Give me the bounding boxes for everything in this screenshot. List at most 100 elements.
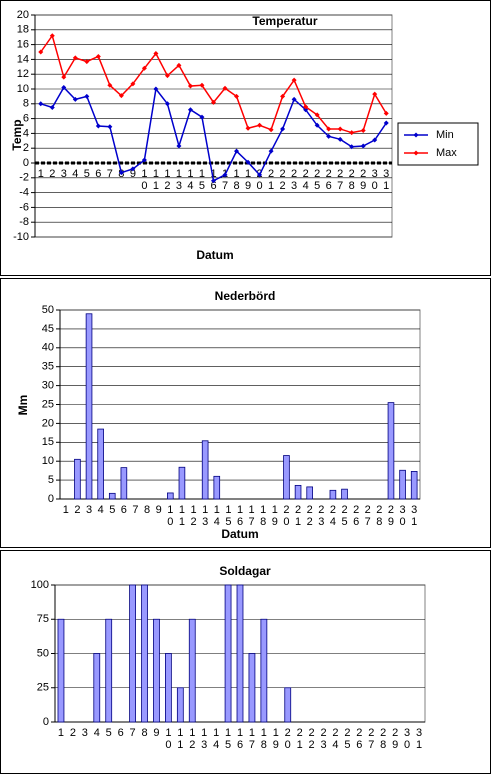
y-tick-label: 10 bbox=[17, 83, 29, 95]
y-tick-label: 50 bbox=[42, 304, 54, 316]
y-tick-label: 15 bbox=[42, 436, 54, 448]
marker bbox=[95, 123, 101, 129]
bar bbox=[165, 653, 172, 723]
bar bbox=[153, 618, 160, 723]
legend-box bbox=[397, 122, 479, 166]
marker bbox=[314, 122, 320, 128]
y-tick-label: 0 bbox=[48, 493, 54, 505]
x-tick-label: 3 bbox=[82, 727, 88, 739]
y-tick-label: 20 bbox=[17, 9, 29, 21]
marker bbox=[349, 130, 355, 136]
y-tick-label: 18 bbox=[17, 24, 29, 36]
x-tick-label: 7 bbox=[107, 168, 113, 180]
marker bbox=[257, 122, 263, 128]
bar bbox=[57, 618, 65, 723]
marker bbox=[199, 82, 205, 88]
legend-label: Min bbox=[436, 129, 454, 141]
marker bbox=[257, 172, 263, 178]
y-tick-label: -10 bbox=[13, 231, 29, 243]
x-tick-label: 5 bbox=[84, 168, 90, 180]
chart-title: Soldagar bbox=[219, 564, 271, 578]
x-tick-label: 4 bbox=[94, 727, 100, 739]
marker bbox=[141, 65, 147, 71]
x-tick-label: 6 bbox=[118, 727, 124, 739]
marker bbox=[211, 178, 216, 184]
bar bbox=[188, 618, 196, 723]
marker bbox=[130, 166, 136, 172]
bar bbox=[213, 475, 221, 500]
marker bbox=[61, 74, 67, 80]
bar bbox=[141, 584, 148, 723]
bar bbox=[224, 584, 232, 723]
bar bbox=[74, 458, 81, 500]
y-tick-label: 4 bbox=[23, 127, 29, 139]
bar bbox=[283, 455, 290, 500]
marker bbox=[49, 105, 55, 110]
marker bbox=[360, 127, 366, 133]
y-tick-label: -2 bbox=[19, 172, 29, 184]
marker bbox=[326, 126, 332, 132]
bar bbox=[260, 618, 268, 723]
bar bbox=[236, 584, 244, 723]
marker bbox=[211, 99, 216, 105]
bar bbox=[97, 428, 104, 500]
marker bbox=[268, 127, 274, 133]
x-tick-label: 7 bbox=[130, 727, 136, 739]
marker bbox=[245, 159, 251, 165]
marker bbox=[130, 81, 136, 87]
y-tick-label: 25 bbox=[37, 682, 49, 694]
marker bbox=[153, 86, 159, 92]
bar bbox=[120, 467, 128, 500]
y-tick-label: 12 bbox=[17, 68, 29, 80]
marker bbox=[118, 170, 124, 176]
bar bbox=[284, 687, 292, 723]
bar bbox=[105, 618, 113, 723]
marker bbox=[107, 82, 113, 88]
marker bbox=[349, 144, 355, 150]
plot-area bbox=[34, 14, 393, 238]
marker bbox=[84, 93, 90, 99]
marker bbox=[383, 120, 389, 126]
y-tick-label: 8 bbox=[23, 98, 29, 110]
marker bbox=[141, 157, 147, 163]
y-tick-label: 30 bbox=[42, 380, 54, 392]
bar bbox=[410, 471, 418, 500]
marker bbox=[49, 33, 55, 39]
marker bbox=[176, 62, 182, 68]
y-tick-label: 6 bbox=[23, 113, 29, 125]
x-tick-label: 3 bbox=[61, 168, 67, 180]
marker bbox=[61, 85, 67, 91]
chart-title: Nederbörd bbox=[215, 289, 276, 303]
y-tick-label: 40 bbox=[42, 342, 54, 354]
x-tick-label: 1 bbox=[38, 168, 44, 180]
marker bbox=[72, 55, 78, 61]
marker bbox=[314, 112, 320, 118]
